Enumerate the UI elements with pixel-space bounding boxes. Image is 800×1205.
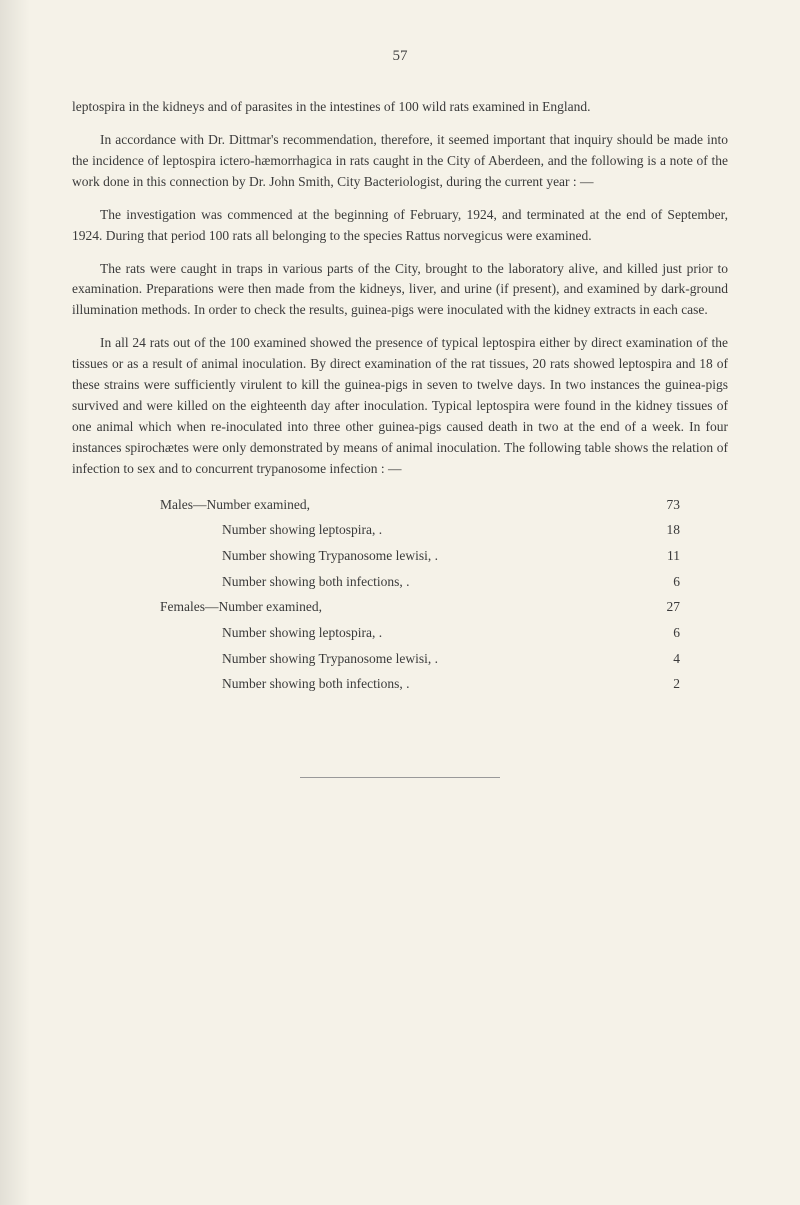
paragraph-5: In all 24 rats out of the 100 examined s… [72,333,728,479]
stat-label: Number showing both infections, . [222,671,409,697]
stat-value: 2 [665,671,680,697]
males-item-1: Number showing leptospira, . 18 [222,517,728,543]
stat-value: 6 [665,569,680,595]
statistics-table: Males—Number examined, 73 Number showing… [160,492,728,697]
paragraph-3: The investigation was commenced at the b… [72,205,728,247]
stat-value: 6 [665,620,680,646]
females-value: 27 [659,594,681,620]
males-header-row: Males—Number examined, 73 [160,492,728,518]
females-label: Females—Number examined, [160,594,322,620]
paragraph-1: leptospira in the kidneys and of parasit… [72,97,728,118]
binding-shadow [0,0,30,1205]
dots-filler [444,646,659,672]
dots-filler [415,671,659,697]
paragraph-4: The rats were caught in traps in various… [72,259,728,322]
dots-filler [444,543,653,569]
dots-filler [388,517,652,543]
stat-label: Number showing Trypanosome lewisi, . [222,646,438,672]
stat-label: Number showing both infections, . [222,569,409,595]
stat-value: 4 [665,646,680,672]
dots-filler [328,594,653,620]
page-number: 57 [72,48,728,65]
stat-value: 11 [659,543,680,569]
females-item-2: Number showing Trypanosome lewisi, . 4 [222,646,728,672]
males-item-2: Number showing Trypanosome lewisi, . 11 [222,543,728,569]
dots-filler [415,569,659,595]
females-item-1: Number showing leptospira, . 6 [222,620,728,646]
paragraph-2: In accordance with Dr. Dittmar's recomme… [72,130,728,193]
dots-filler [388,620,659,646]
stat-label: Number showing leptospira, . [222,620,382,646]
males-label: Males—Number examined, [160,492,310,518]
males-value: 73 [659,492,681,518]
stat-value: 18 [659,517,681,543]
section-divider [300,777,500,778]
stat-label: Number showing Trypanosome lewisi, . [222,543,438,569]
males-item-3: Number showing both infections, . 6 [222,569,728,595]
females-header-row: Females—Number examined, 27 [160,594,728,620]
stat-label: Number showing leptospira, . [222,517,382,543]
females-item-3: Number showing both infections, . 2 [222,671,728,697]
dots-filler [316,492,653,518]
